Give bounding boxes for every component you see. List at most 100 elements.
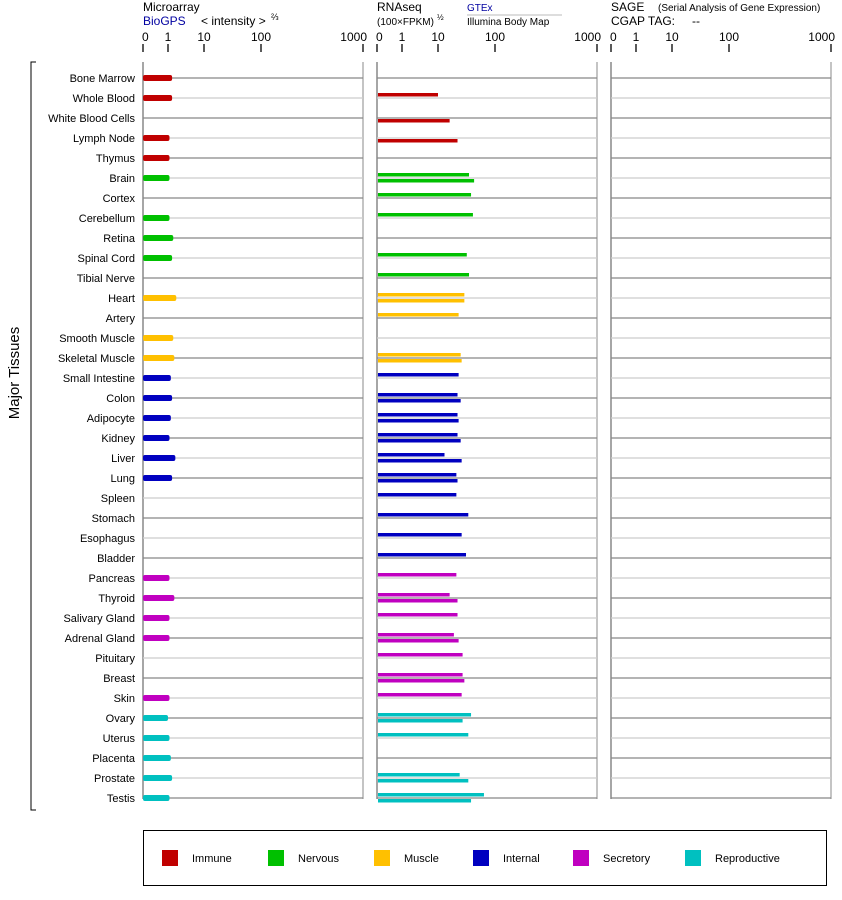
gtex-bar (378, 93, 438, 97)
panel-title: SAGE (611, 0, 644, 14)
tissue-label: Skin (114, 693, 135, 705)
gtex-bar (378, 793, 484, 797)
tissue-label: Heart (108, 293, 135, 305)
tissue-label: White Blood Cells (48, 113, 135, 125)
illumina-bar (378, 479, 458, 483)
legend-label: Muscle (404, 853, 439, 865)
gtex-bar (378, 613, 458, 617)
gtex-bar (378, 253, 467, 257)
gtex-bar (378, 713, 472, 717)
microarray-bar (143, 235, 174, 241)
tissue-label: Uterus (103, 733, 136, 745)
gtex-bar (378, 733, 469, 737)
tissue-label: Salivary Gland (63, 613, 135, 625)
microarray-bar (143, 355, 175, 361)
tick-label: 1 (399, 30, 406, 44)
legend-swatch (162, 850, 178, 866)
tissue-label: Cortex (103, 193, 136, 205)
microarray-bar (143, 715, 168, 721)
microarray-bar (143, 435, 170, 441)
gtex-bar (378, 273, 470, 277)
cgap-tag-label: CGAP TAG: (611, 14, 675, 28)
gtex-bar (378, 213, 473, 217)
microarray-bar (143, 795, 170, 801)
tick-label: 100 (251, 30, 271, 44)
tick-label: 0 (142, 30, 149, 44)
tick-label: 10 (665, 30, 679, 44)
illumina-bar (378, 139, 458, 143)
gtex-bar (378, 573, 457, 577)
tissue-label: Retina (103, 233, 136, 245)
tissue-label: Kidney (101, 433, 135, 445)
tissue-label: Colon (106, 393, 135, 405)
gtex-bar (378, 293, 465, 297)
tick-label: 0 (610, 30, 617, 44)
legend-label: Secretory (603, 853, 651, 865)
tissue-label: Small Intestine (63, 373, 135, 385)
tissue-label: Cerebellum (79, 213, 135, 225)
panel-title: RNAseq (377, 0, 422, 14)
tissue-label: Brain (109, 173, 135, 185)
gtex-bar (378, 533, 462, 537)
legend-label: Reproductive (715, 853, 780, 865)
gtex-bar (378, 693, 462, 697)
tick-label: 10 (197, 30, 211, 44)
legend-swatch (685, 850, 701, 866)
microarray-bar (143, 155, 170, 161)
gtex-bar (378, 453, 445, 457)
tissue-label: Lymph Node (73, 133, 135, 145)
gtex-bar (378, 593, 450, 597)
tick-label: 100 (485, 30, 505, 44)
microarray-bar (143, 775, 173, 781)
microarray-bar (143, 455, 176, 461)
tick-label: 1 (165, 30, 172, 44)
unit-label: (100×FPKM) (377, 17, 434, 28)
gtex-bar (378, 493, 457, 497)
legend-label: Nervous (298, 853, 339, 865)
illumina-bar (378, 459, 462, 463)
microarray-bar (143, 295, 177, 301)
source-link-biogps[interactable]: BioGPS (143, 14, 186, 28)
illumina-bar (378, 419, 459, 423)
tissue-label: Skeletal Muscle (58, 353, 135, 365)
microarray-bar (143, 475, 173, 481)
panel-title: Microarray (143, 0, 200, 14)
gtex-bar (378, 413, 458, 417)
tick-label: 1 (633, 30, 640, 44)
illumina-bar (378, 779, 469, 783)
tissue-label: Lung (111, 473, 135, 485)
microarray-bar (143, 375, 171, 381)
illumina-bar (378, 359, 462, 363)
microarray-bar (143, 95, 173, 101)
y-axis-label: Major Tissues (6, 327, 23, 420)
illumina-bar (378, 179, 475, 183)
tissue-label: Pituitary (95, 653, 135, 665)
tick-label: 1000 (574, 30, 601, 44)
tissue-label: Smooth Muscle (59, 333, 135, 345)
microarray-bar (143, 635, 170, 641)
gtex-bar (378, 473, 457, 477)
legend-swatch (573, 850, 589, 866)
microarray-bar (143, 755, 171, 761)
bracket (30, 61, 36, 811)
gtex-bar (378, 653, 463, 657)
illumina-bar (378, 299, 465, 303)
gtex-bar (378, 173, 470, 177)
gtex-bar (378, 353, 461, 357)
tissue-label: Bladder (97, 553, 135, 565)
tissue-label: Spleen (101, 493, 135, 505)
illumina-bar (378, 439, 461, 443)
illumina-bar (378, 639, 459, 643)
legend-label: Internal (503, 853, 540, 865)
tissue-label: Artery (106, 313, 136, 325)
source-link-gtex[interactable]: GTEx (467, 3, 493, 14)
microarray-bar (143, 395, 173, 401)
microarray-bar (143, 335, 174, 341)
unit-exponent: ½ (437, 13, 444, 22)
tissue-label: Breast (103, 673, 135, 685)
tissue-label: Tibial Nerve (77, 273, 135, 285)
tissue-label: Placenta (92, 753, 136, 765)
microarray-bar (143, 615, 170, 621)
tissue-label: Thyroid (98, 593, 135, 605)
microarray-bar (143, 415, 171, 421)
